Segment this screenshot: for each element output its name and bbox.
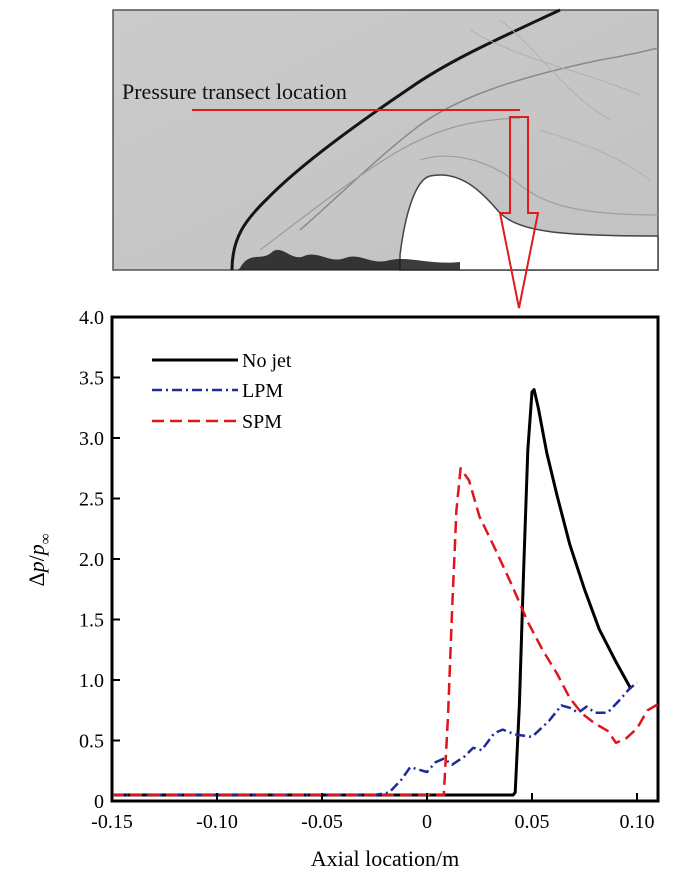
series-layer xyxy=(112,388,659,797)
transect-arrow xyxy=(498,116,540,309)
legend-label-lpm: LPM xyxy=(242,380,283,402)
x-axis-title: Axial location/m xyxy=(311,846,459,871)
legend-label-no-jet: No jet xyxy=(242,350,292,372)
bow-shock xyxy=(230,8,561,271)
y-tick-label: 1.5 xyxy=(79,610,104,632)
transect-label: Pressure transect location xyxy=(122,79,347,104)
y-title-pinf: p xyxy=(24,544,49,557)
legend: No jet LPM SPM xyxy=(152,350,292,433)
x-tick-label: -0.05 xyxy=(301,811,343,833)
y-tick-label: 2.0 xyxy=(79,549,104,571)
x-tick-label: 0 xyxy=(422,811,432,833)
y-title-delta: Δ xyxy=(24,572,49,586)
shear-layer-1 xyxy=(259,117,521,251)
y-tick-label: 2.5 xyxy=(79,489,104,511)
y-title-slash: / xyxy=(24,554,49,561)
y-axis-title: Δp/p∞ xyxy=(24,534,54,587)
shear-layer-2 xyxy=(419,155,659,216)
y-tick-label: 0.5 xyxy=(79,731,104,753)
y-title-p: p xyxy=(24,561,49,574)
y-tick-label: 4.0 xyxy=(79,307,104,329)
series-line-no-jet xyxy=(112,388,633,797)
x-tick-label: 0.10 xyxy=(620,811,655,833)
secondary-shock xyxy=(299,47,659,231)
ticks-layer: -0.15 -0.10 -0.05 0 0.05 0.10 0 0.5 1.0 1.5 2.0 2.5… xyxy=(79,307,655,833)
series-line-lpm xyxy=(112,681,638,797)
wave-lines xyxy=(469,19,651,181)
schlieren-panel: Pressure transect location xyxy=(112,8,659,309)
y-tick-label: 1.0 xyxy=(79,670,104,692)
series-line-spm xyxy=(112,467,659,797)
x-tick-label: 0.05 xyxy=(515,811,550,833)
y-tick-label: 3.0 xyxy=(79,428,104,450)
body-region xyxy=(399,174,659,271)
line-chart: -0.15 -0.10 -0.05 0 0.05 0.10 0 0.5 1.0 1.5 2.0 2.5… xyxy=(24,307,660,871)
schlieren-background xyxy=(112,9,659,271)
y-tick-label: 3.5 xyxy=(79,368,104,390)
y-title-sub: ∞ xyxy=(38,534,54,545)
x-tick-label: -0.10 xyxy=(196,811,238,833)
y-tick-label: 0 xyxy=(94,791,104,813)
legend-label-spm: SPM xyxy=(242,411,282,433)
turbulent-wake xyxy=(238,249,460,270)
x-tick-label: -0.15 xyxy=(91,811,133,833)
